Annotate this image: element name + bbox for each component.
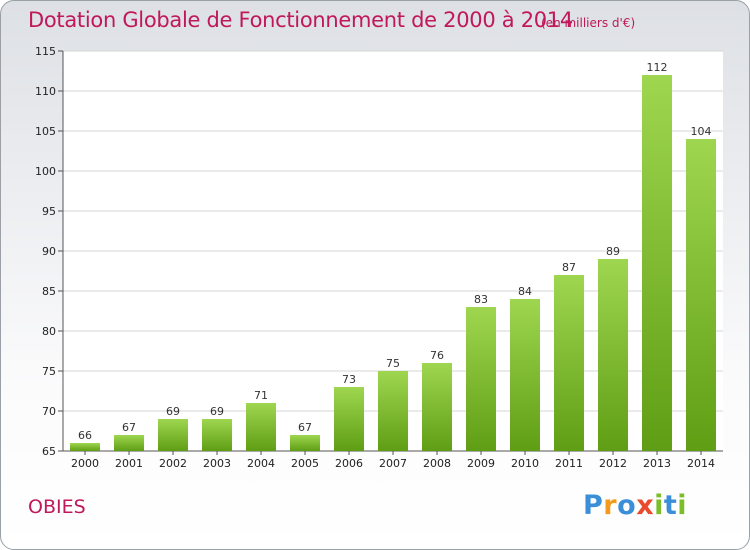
data-label-2002: 69 (166, 405, 180, 418)
data-label-2007: 75 (386, 357, 400, 370)
y-tick-label: 100 (35, 165, 56, 178)
bar-2005 (290, 435, 320, 451)
y-tick-label: 105 (35, 125, 56, 138)
commune-name: OBIES (28, 496, 86, 518)
data-label-2008: 76 (430, 349, 444, 362)
y-tick-label: 110 (35, 85, 56, 98)
bar-2008 (422, 363, 452, 451)
bar-2009 (466, 307, 496, 451)
data-label-2011: 87 (562, 261, 576, 274)
x-tick-label-2001: 2001 (115, 457, 143, 470)
chart-unit-note: (en milliers d'€) (541, 16, 636, 30)
x-tick-label-2002: 2002 (159, 457, 187, 470)
bar-2014 (686, 139, 716, 451)
data-label-2003: 69 (210, 405, 224, 418)
chart-title: Dotation Globale de Fonctionnement de 20… (28, 8, 573, 32)
x-tick-label-2003: 2003 (203, 457, 231, 470)
y-tick-label: 85 (42, 285, 56, 298)
bar-2002 (158, 419, 188, 451)
bar-2013 (642, 75, 672, 451)
y-tick-label: 80 (42, 325, 56, 338)
bar-2000 (70, 443, 100, 451)
data-label-2009: 83 (474, 293, 488, 306)
data-label-2013: 112 (647, 61, 668, 74)
bar-2004 (246, 403, 276, 451)
x-tick-label-2011: 2011 (555, 457, 583, 470)
y-tick-label: 75 (42, 365, 56, 378)
bar-2007 (378, 371, 408, 451)
x-tick-label-2005: 2005 (291, 457, 319, 470)
bar-2006 (334, 387, 364, 451)
y-tick-label: 95 (42, 205, 56, 218)
y-tick-label: 70 (42, 405, 56, 418)
bar-2010 (510, 299, 540, 451)
x-tick-label-2009: 2009 (467, 457, 495, 470)
y-tick-label: 90 (42, 245, 56, 258)
x-tick-label-2004: 2004 (247, 457, 275, 470)
data-label-2014: 104 (691, 125, 712, 138)
bar-2011 (554, 275, 584, 451)
bar-2001 (114, 435, 144, 451)
x-tick-label-2008: 2008 (423, 457, 451, 470)
y-tick-label: 115 (35, 45, 56, 58)
y-tick-label: 65 (42, 445, 56, 458)
proxiti-logo: Proxiti (583, 490, 688, 521)
data-label-2012: 89 (606, 245, 620, 258)
data-label-2000: 66 (78, 429, 92, 442)
x-tick-label-2007: 2007 (379, 457, 407, 470)
x-tick-label-2010: 2010 (511, 457, 539, 470)
x-tick-label-2013: 2013 (643, 457, 671, 470)
bar-2012 (598, 259, 628, 451)
data-label-2005: 67 (298, 421, 312, 434)
x-tick-label-2014: 2014 (687, 457, 715, 470)
bar-2003 (202, 419, 232, 451)
data-label-2001: 67 (122, 421, 136, 434)
x-tick-label-2006: 2006 (335, 457, 363, 470)
data-label-2010: 84 (518, 285, 532, 298)
data-label-2004: 71 (254, 389, 268, 402)
x-tick-label-2012: 2012 (599, 457, 627, 470)
x-tick-label-2000: 2000 (71, 457, 99, 470)
data-label-2006: 73 (342, 373, 356, 386)
